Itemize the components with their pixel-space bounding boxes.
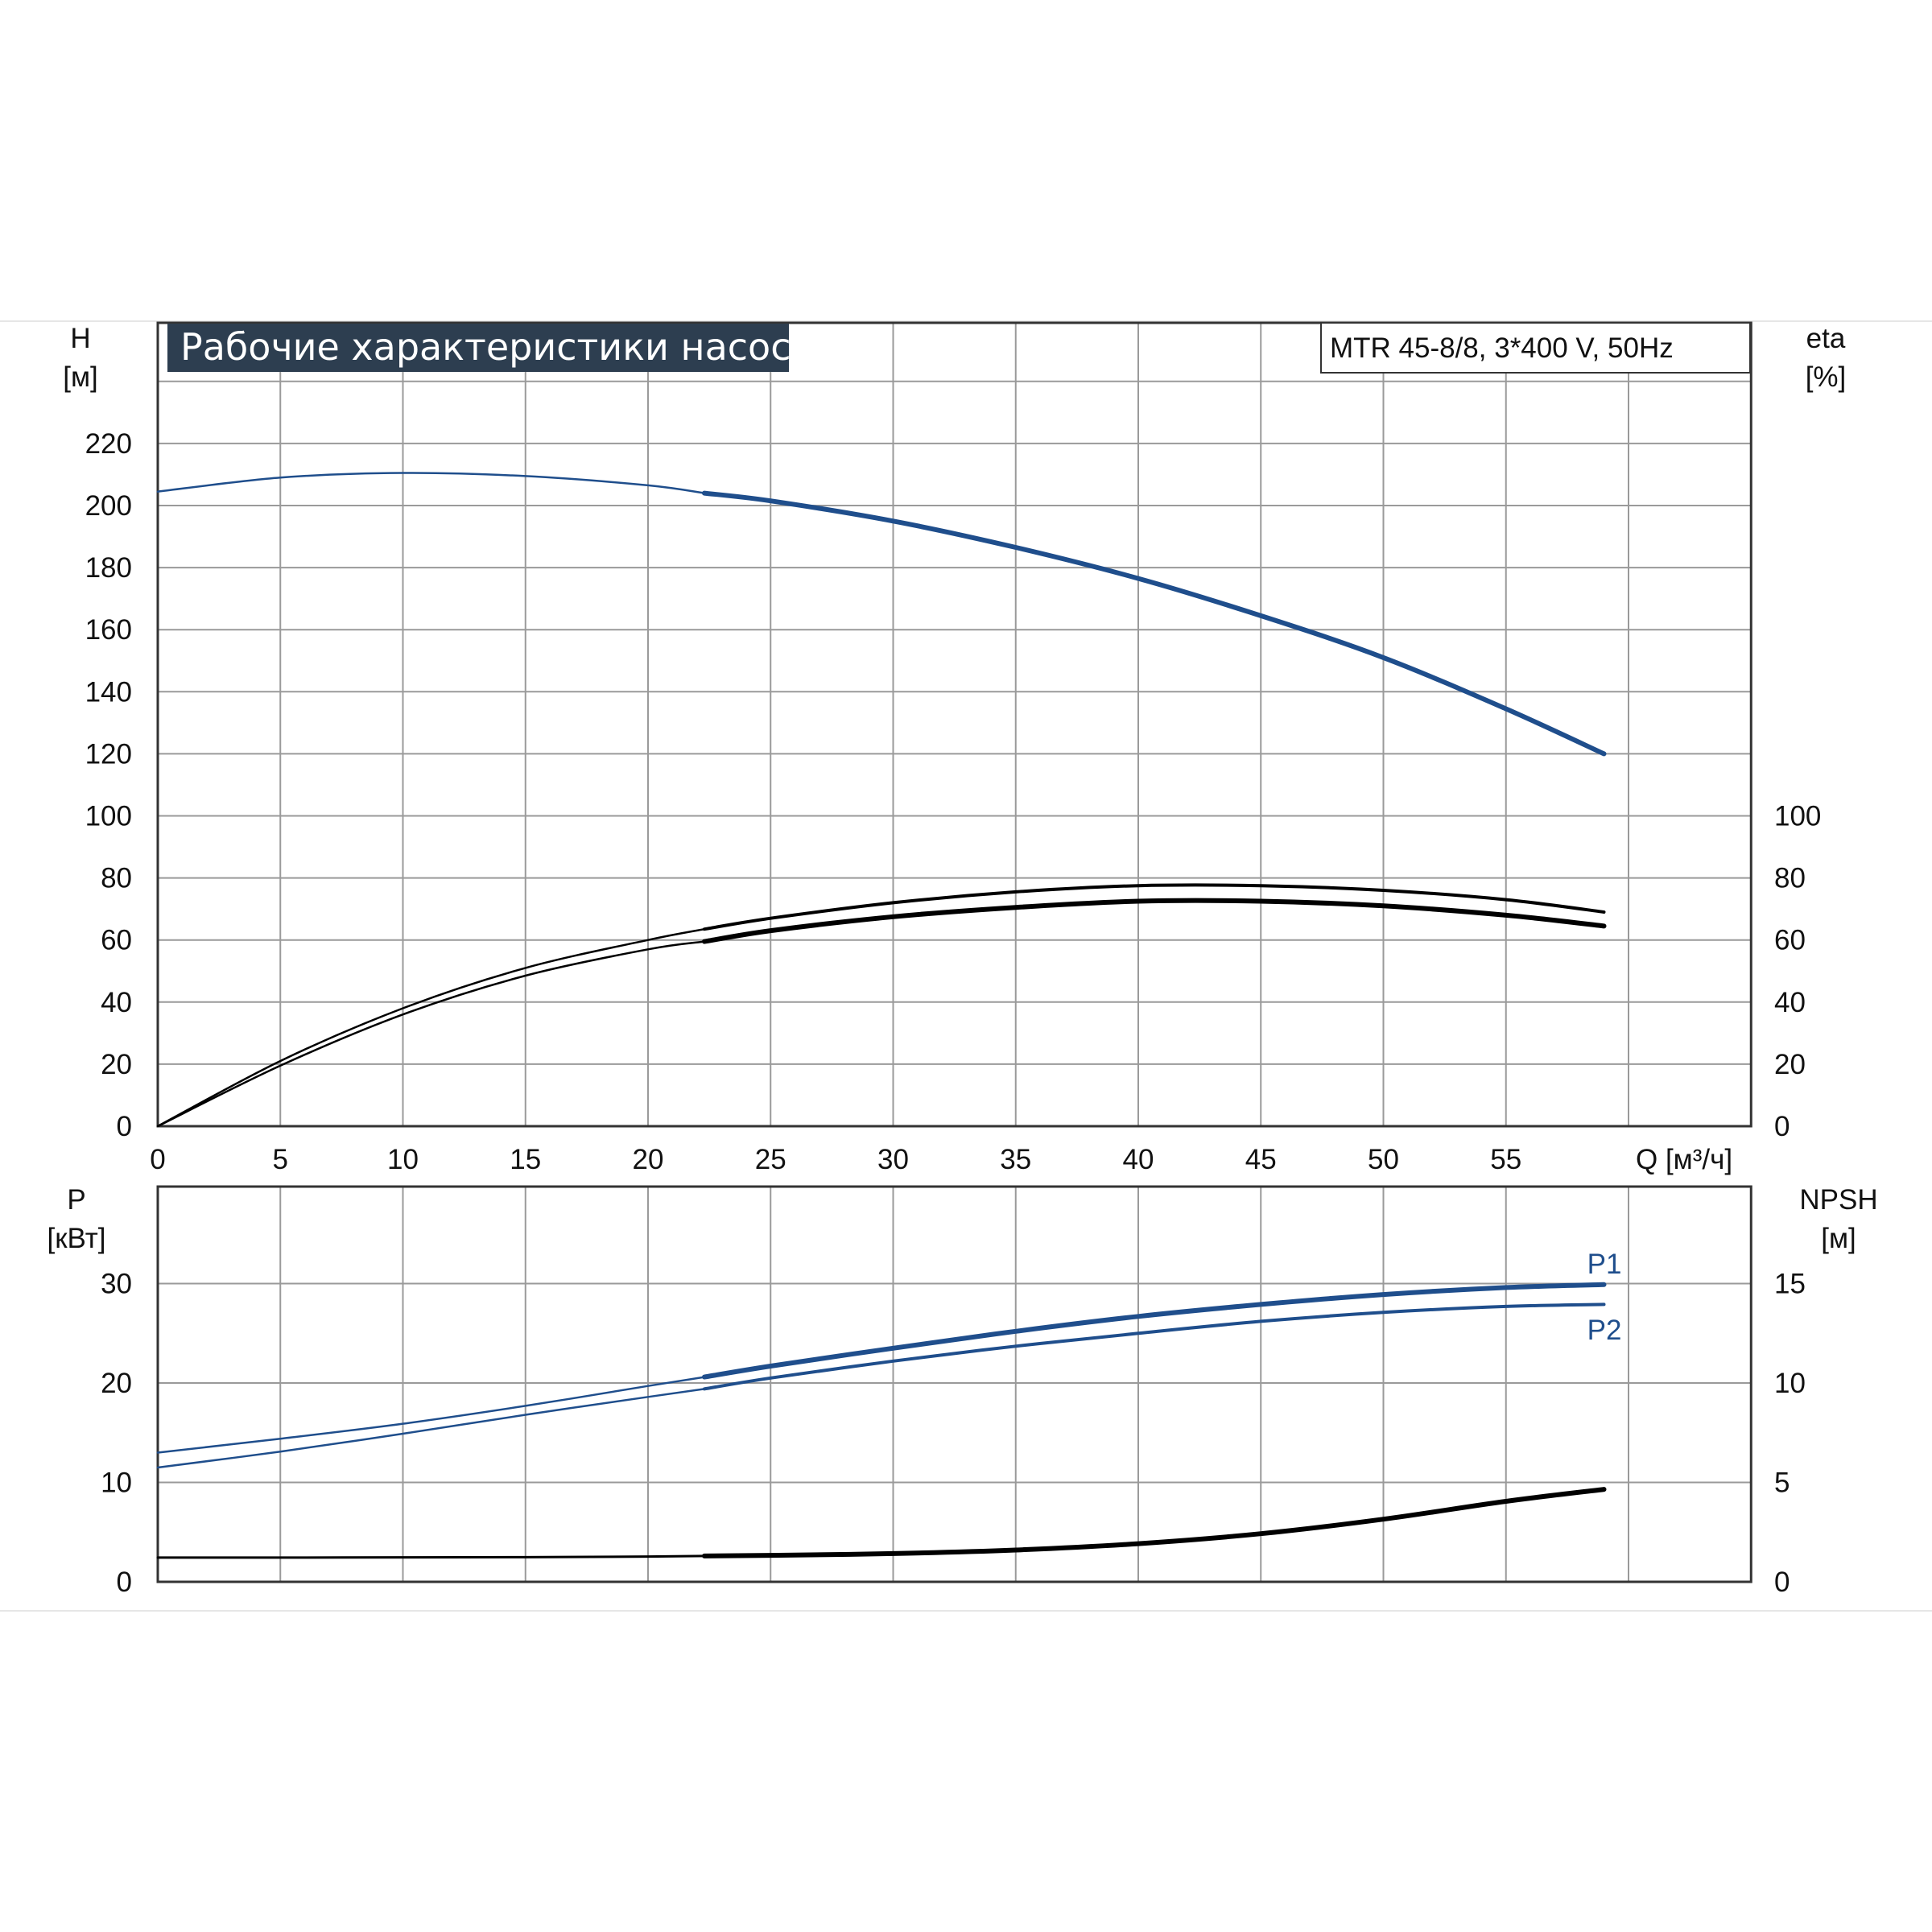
npsh-tick-label: 0 (1774, 1567, 1790, 1598)
efficiency-curve-upper (703, 883, 1606, 931)
h-tick-label: 180 (85, 552, 132, 584)
h-tick-label: 200 (85, 490, 132, 522)
eta-tick-label: 60 (1774, 925, 1806, 956)
eta-axis-title: eta (1806, 323, 1846, 354)
npsh-tick-label: 10 (1774, 1368, 1806, 1399)
h-tick-label: 160 (85, 614, 132, 646)
head-curve-thin (156, 472, 706, 494)
p-axis-unit: [кВт] (47, 1223, 106, 1254)
x-tick-label: 55 (1490, 1144, 1521, 1175)
h-tick-label: 20 (101, 1049, 132, 1080)
eta-tick-label: 20 (1774, 1049, 1806, 1080)
h-tick-label: 40 (101, 987, 132, 1018)
npsh-curve (702, 1487, 1607, 1558)
npsh-axis-title: NPSH (1799, 1184, 1877, 1216)
model-label: MTR 45-8/8, 3*400 V, 50Hz (1330, 332, 1674, 364)
p-tick-label: 10 (101, 1468, 132, 1499)
lower-panel-frame (156, 1185, 1752, 1583)
h-tick-label: 140 (85, 676, 132, 708)
h-tick-label: 60 (101, 925, 132, 956)
upper-panel-grid (156, 321, 1752, 1128)
x-tick-label: 50 (1368, 1144, 1399, 1175)
eta-tick-label: 100 (1774, 801, 1821, 832)
p1-label: P1 (1587, 1249, 1622, 1280)
p-tick-label: 0 (117, 1567, 132, 1598)
p2-label: P2 (1587, 1315, 1622, 1346)
npsh-tick-label: 5 (1774, 1468, 1790, 1499)
x-tick-label: 10 (387, 1144, 419, 1175)
h-tick-label: 80 (101, 863, 132, 894)
eta-tick-label: 0 (1774, 1111, 1790, 1142)
efficiency-curve-lower-thin (156, 940, 706, 1128)
x-tick-label: 15 (510, 1144, 541, 1175)
p1-power-curve-thin (156, 1376, 706, 1454)
h-axis-title: H (70, 323, 90, 354)
p2-power-curve-thin (156, 1388, 706, 1469)
p2-power-curve (703, 1302, 1606, 1391)
x-tick-label: 5 (273, 1144, 288, 1175)
chart-title: Рабочие характеристики насоса (180, 325, 814, 369)
h-tick-label: 100 (85, 801, 132, 832)
p-tick-label: 30 (101, 1269, 132, 1300)
h-tick-label: 0 (117, 1111, 132, 1142)
q-axis-title: Q [м³/ч] (1636, 1144, 1732, 1175)
eta-tick-label: 80 (1774, 863, 1806, 894)
lower-panel-grid (156, 1185, 1752, 1583)
x-tick-label: 35 (1000, 1144, 1031, 1175)
efficiency-curve-lower (702, 898, 1607, 944)
x-tick-label: 30 (877, 1144, 909, 1175)
x-tick-label: 25 (755, 1144, 786, 1175)
title-background (167, 324, 789, 372)
x-tick-label: 45 (1245, 1144, 1277, 1175)
h-tick-label: 120 (85, 738, 132, 770)
eta-tick-label: 40 (1774, 987, 1806, 1018)
x-tick-label: 40 (1123, 1144, 1154, 1175)
head-curve (702, 490, 1607, 757)
x-tick-label: 20 (633, 1144, 664, 1175)
h-axis-unit: [м] (63, 361, 98, 393)
p-tick-label: 20 (101, 1368, 132, 1399)
tick-labels: 0 5 10 15 20 25 30 35 40 45 50 55020406080100120140… (85, 428, 1822, 1598)
h-tick-label: 220 (85, 428, 132, 460)
efficiency-curve-upper-thin (156, 927, 706, 1128)
p1-power-curve (702, 1282, 1607, 1380)
upper-panel-frame (156, 321, 1752, 1128)
x-tick-label: 0 (150, 1144, 165, 1175)
curves-layer (156, 472, 1607, 1559)
eta-axis-unit: [%] (1806, 361, 1847, 393)
npsh-axis-unit: [м] (1821, 1223, 1856, 1254)
npsh-curve-thin (156, 1554, 706, 1559)
p-axis-title: P (67, 1184, 85, 1216)
npsh-tick-label: 15 (1774, 1269, 1806, 1300)
model-box (1320, 322, 1751, 374)
